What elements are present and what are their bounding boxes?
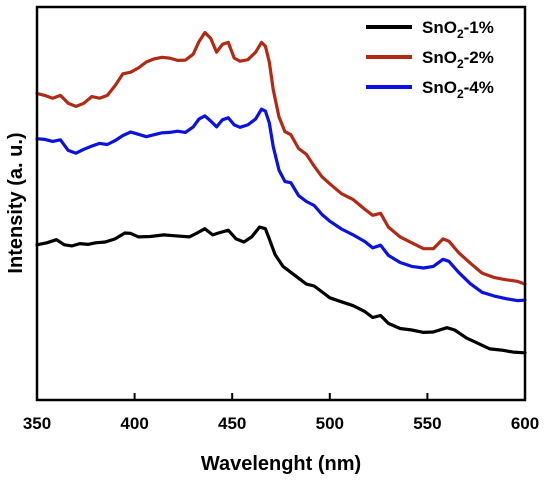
x-axis-title: Wavelenght (nm)	[201, 453, 361, 475]
x-tick-label: 600	[511, 414, 539, 433]
ticks-layer: 350 400 450 500 550 600	[23, 393, 539, 433]
x-tick-label: 350	[23, 414, 51, 433]
plot-frame	[35, 5, 527, 402]
legend-label-1: SnO2-1%	[422, 18, 494, 41]
series-line-3	[35, 107, 527, 303]
legend: SnO2-1% SnO2-2% SnO2-4%	[366, 18, 494, 101]
series-line-2	[35, 30, 527, 286]
x-tick-label: 550	[413, 414, 441, 433]
series-line-1	[35, 225, 527, 355]
series-layer	[35, 30, 527, 355]
x-tick-label: 500	[316, 414, 344, 433]
x-tick-label: 400	[120, 414, 148, 433]
legend-label-3: SnO2-4%	[422, 78, 494, 101]
legend-label-2: SnO2-2%	[422, 48, 494, 71]
y-axis-title: Intensity (a. u.)	[5, 132, 27, 273]
x-tick-label: 450	[218, 414, 246, 433]
